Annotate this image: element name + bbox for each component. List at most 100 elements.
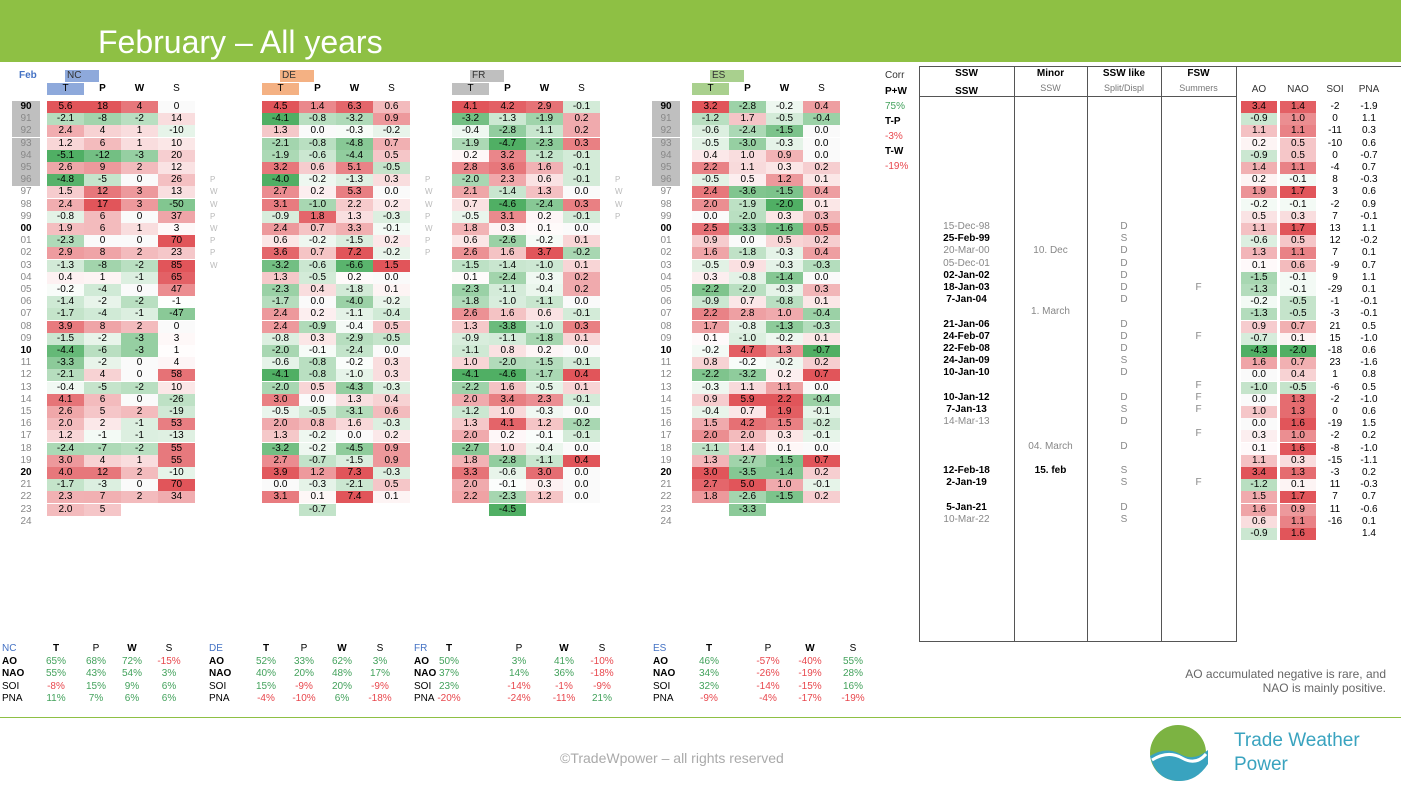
data-cell: 1.0 xyxy=(729,149,766,162)
table-rule xyxy=(919,66,920,642)
summary-value: 28% xyxy=(842,668,863,679)
year-label: 24 xyxy=(660,515,672,527)
index-cell: 0 xyxy=(1332,113,1338,125)
year-label: 08 xyxy=(20,320,32,332)
event-cell: D xyxy=(1120,221,1128,232)
data-cell: 0.1 xyxy=(766,442,803,455)
data-cell: 0.3 xyxy=(373,357,410,370)
index-cell: -0.9 xyxy=(1241,149,1277,162)
event-cell: 20-Mar-00 xyxy=(943,245,990,257)
data-cell: 2.7 xyxy=(262,454,299,467)
event-cell: D xyxy=(1120,416,1128,428)
data-cell: -0.2 xyxy=(563,247,600,260)
index-cell: 0.8 xyxy=(1362,369,1376,381)
data-cell: -1.9 xyxy=(452,137,489,150)
data-cell: -1 xyxy=(121,418,158,431)
summary-value: -26% xyxy=(756,668,780,679)
year-label: 12 xyxy=(660,369,672,381)
year-label: 00 xyxy=(660,223,672,234)
data-cell: -2.0 xyxy=(262,345,299,357)
index-cell: 1.3 xyxy=(1241,247,1277,260)
data-cell: 0.5 xyxy=(803,223,840,235)
data-cell: -0.8 xyxy=(299,113,336,126)
summary-col-header: T xyxy=(445,643,453,654)
data-cell: -1.3 xyxy=(766,320,803,333)
data-cell: -1.9 xyxy=(729,198,766,211)
data-cell: 1.5 xyxy=(692,418,729,431)
data-cell: -0.5 xyxy=(766,113,803,126)
data-cell: 0.3 xyxy=(766,430,803,443)
event-cell: 10-Jan-10 xyxy=(943,367,990,379)
index-cell: 1.1 xyxy=(1241,454,1277,467)
data-cell: 1.3 xyxy=(262,125,299,138)
data-cell: 0.3 xyxy=(299,332,336,345)
summary-col-header: T xyxy=(262,643,270,654)
data-cell: 0 xyxy=(121,369,158,382)
data-cell: 2.4 xyxy=(692,186,729,199)
data-cell: 0.0 xyxy=(563,223,600,235)
index-cell: -29 xyxy=(1327,284,1343,295)
index-cell: 1 xyxy=(1332,369,1338,381)
index-cell: 0.2 xyxy=(1362,430,1376,442)
data-cell: 1.7 xyxy=(729,113,766,126)
data-cell: 4.2 xyxy=(489,101,526,113)
data-cell: 0.3 xyxy=(373,174,410,187)
index-cell: 21 xyxy=(1329,320,1341,332)
data-cell: 0.0 xyxy=(563,186,600,199)
data-cell: -2.4 xyxy=(489,271,526,284)
summary-col-header: S xyxy=(165,643,173,654)
data-cell: -0.1 xyxy=(299,345,336,357)
data-cell: -3.2 xyxy=(262,442,299,455)
data-cell: 1 xyxy=(158,345,195,357)
data-cell: -2.8 xyxy=(729,101,766,113)
event-cell: 10-Jan-12 xyxy=(943,391,990,403)
event-cell: D xyxy=(1120,501,1128,513)
data-cell: -0.1 xyxy=(803,406,840,418)
col-header: P xyxy=(314,83,321,94)
data-cell: 0.7 xyxy=(803,369,840,382)
index-cell: -6 xyxy=(1330,381,1340,393)
data-cell: 0.0 xyxy=(299,125,336,138)
summary-value: -11% xyxy=(552,693,576,704)
data-cell: 3 xyxy=(121,186,158,199)
summary-value: -1% xyxy=(555,680,573,692)
data-cell: -0.3 xyxy=(373,381,410,394)
summary-col-header: P xyxy=(764,643,772,654)
index-cell: 1.1 xyxy=(1362,271,1376,283)
data-cell: 0.4 xyxy=(803,101,840,113)
data-cell: 3.6 xyxy=(262,247,299,260)
event-subheader: SSW xyxy=(1040,83,1061,93)
summary-value: -9% xyxy=(593,680,611,692)
title-banner xyxy=(0,0,1401,62)
event-cell: 15-Dec-98 xyxy=(943,221,990,232)
data-cell: -0.2 xyxy=(563,418,600,431)
data-cell: 2.4 xyxy=(262,223,299,235)
data-cell: -0.5 xyxy=(452,210,489,223)
data-cell: -0.5 xyxy=(373,162,410,174)
data-cell: -0.5 xyxy=(692,137,729,150)
data-cell: -0.1 xyxy=(526,430,563,443)
index-cell: 1.1 xyxy=(1362,113,1376,125)
summary-value: 52% xyxy=(255,655,276,667)
event-cell: 02-Jan-02 xyxy=(943,269,990,281)
year-label: 14 xyxy=(660,393,672,405)
index-cell: 15 xyxy=(1329,332,1341,344)
data-cell: 0.9 xyxy=(766,149,803,162)
year-label: 14 xyxy=(20,393,32,405)
index-cell: 1.6 xyxy=(1241,357,1277,370)
year-label: 10 xyxy=(20,345,32,356)
summary-value: 37% xyxy=(438,668,459,679)
data-cell: 1.6 xyxy=(489,308,526,321)
data-cell: 0.2 xyxy=(803,235,840,248)
year-label: 17 xyxy=(20,430,32,442)
data-cell: -0.5 xyxy=(692,259,729,272)
data-cell: 0.2 xyxy=(526,345,563,357)
data-cell: 0.2 xyxy=(563,284,600,296)
data-cell: -0.9 xyxy=(452,332,489,345)
data-cell: 0.0 xyxy=(803,125,840,138)
ssw-header: SSW xyxy=(955,86,978,97)
year-label: 03 xyxy=(20,259,32,271)
index-cell: -0.1 xyxy=(1360,296,1378,308)
event-cell: D xyxy=(1120,391,1128,403)
data-cell: -1 xyxy=(121,308,158,321)
